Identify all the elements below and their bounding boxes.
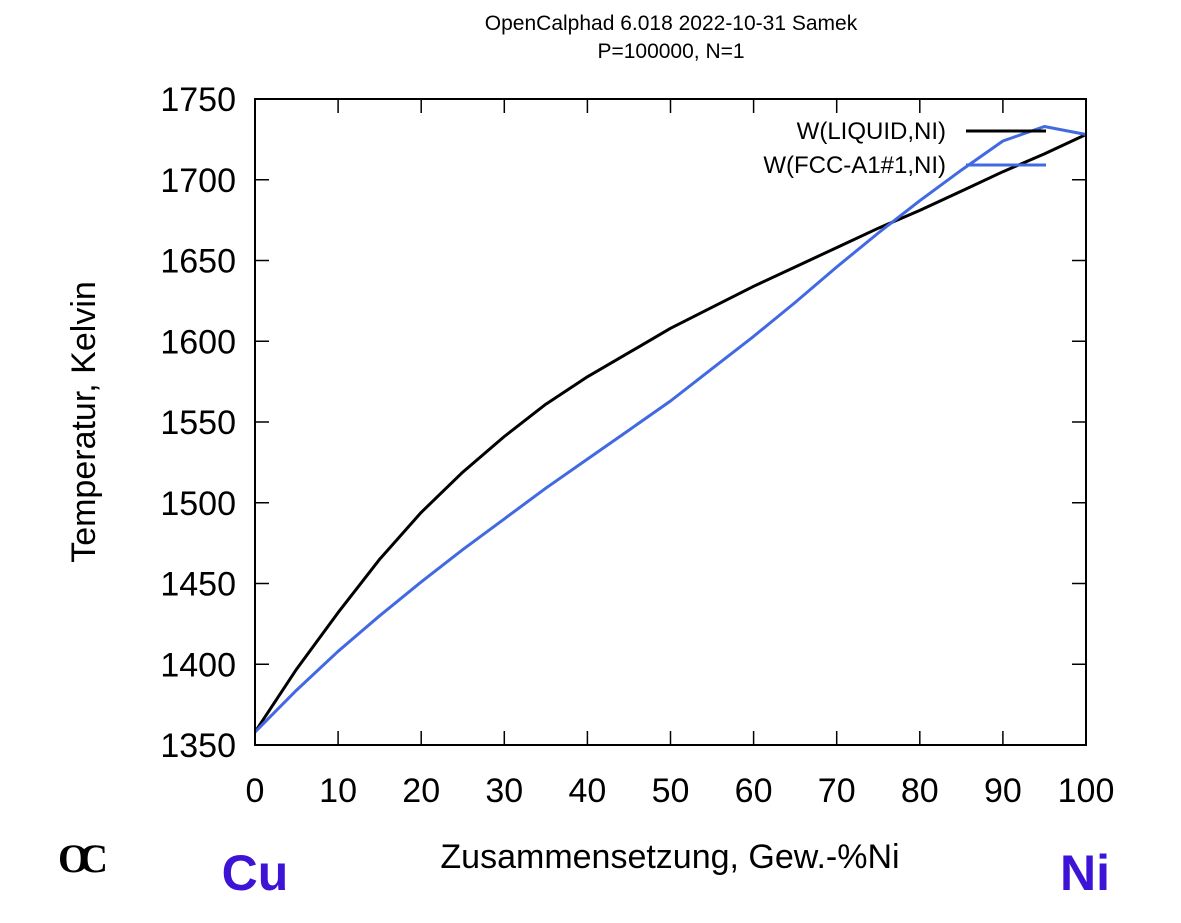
series-line-2 [253, 125, 1087, 734]
y-tick-label: 1700 [160, 162, 236, 200]
x-axis-ticks: 0 10 20 30 40 50 60 70 80 90 100 [246, 99, 1115, 810]
y-axis-ticks: 1350 1400 1450 1500 1550 1600 1650 1700 1750 [160, 81, 1086, 765]
x-axis-label: Zusammensetzung, Gew.-%Ni [440, 838, 899, 876]
element-label-cu: Cu [222, 845, 289, 901]
x-tick-label: 30 [485, 772, 523, 810]
y-tick-label: 1550 [160, 404, 236, 442]
x-tick-label: 100 [1058, 772, 1115, 810]
x-tick-label: 70 [818, 772, 856, 810]
plot-frame [254, 98, 1087, 746]
legend-label-1: W(LIQUID,NI) [797, 118, 946, 145]
y-tick-label: 1500 [160, 485, 236, 523]
series-layer [253, 125, 1087, 734]
y-tick-label: 1650 [160, 243, 236, 281]
y-tick-label: 1600 [160, 323, 236, 361]
x-tick-label: 20 [402, 772, 440, 810]
x-tick-label: 60 [735, 772, 773, 810]
opencalphad-logo-icon: OC [58, 836, 105, 881]
element-label-ni: Ni [1060, 845, 1110, 901]
x-tick-label: 50 [652, 772, 690, 810]
y-tick-label: 1450 [160, 566, 236, 604]
legend-label-2: W(FCC-A1#1,NI) [763, 152, 946, 179]
x-tick-label: 80 [901, 772, 939, 810]
legend: W(LIQUID,NI) W(FCC-A1#1,NI) [763, 118, 1046, 179]
y-tick-label: 1400 [160, 646, 236, 684]
x-tick-label: 40 [568, 772, 606, 810]
chart-title-line1: OpenCalphad 6.018 2022-10-31 Samek [485, 12, 858, 35]
y-axis-label: Temperatur, Kelvin [65, 281, 103, 563]
x-tick-label: 0 [246, 772, 265, 810]
chart-title-line2: P=100000, N=1 [597, 40, 744, 63]
y-tick-label: 1350 [160, 727, 236, 765]
x-tick-label: 90 [984, 772, 1022, 810]
y-tick-label: 1750 [160, 81, 236, 119]
x-tick-label: 10 [319, 772, 357, 810]
series-line-1 [253, 133, 1087, 733]
